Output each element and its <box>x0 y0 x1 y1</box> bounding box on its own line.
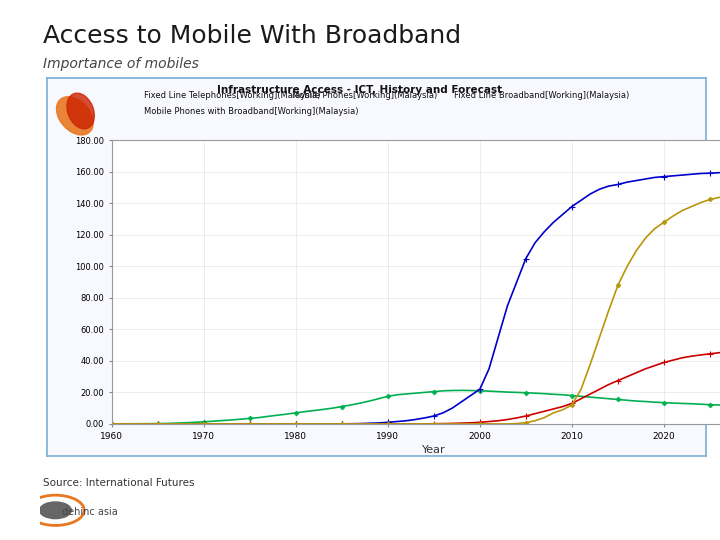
Circle shape <box>40 502 71 518</box>
Text: Source: International Futures: Source: International Futures <box>43 478 194 488</box>
Text: Mobile Phones[Working](Malaysia): Mobile Phones[Working](Malaysia) <box>292 91 437 99</box>
Text: Access to Mobile With Broadband: Access to Mobile With Broadband <box>43 24 462 48</box>
Text: Mobile Phones with Broadband[Working](Malaysia): Mobile Phones with Broadband[Working](Ma… <box>144 107 359 116</box>
Text: dehinc asia: dehinc asia <box>62 507 118 517</box>
Ellipse shape <box>56 97 94 135</box>
Text: Importance of mobiles: Importance of mobiles <box>43 57 199 71</box>
Text: Infrastructure Access - ICT, History and Forecast: Infrastructure Access - ICT, History and… <box>217 85 503 96</box>
Text: Fixed Line Broadband[Working](Malaysia): Fixed Line Broadband[Working](Malaysia) <box>454 91 629 99</box>
X-axis label: Year: Year <box>422 445 446 455</box>
Text: Fixed Line Telephones[Working](Malaysia): Fixed Line Telephones[Working](Malaysia) <box>144 91 320 99</box>
Ellipse shape <box>67 93 94 129</box>
